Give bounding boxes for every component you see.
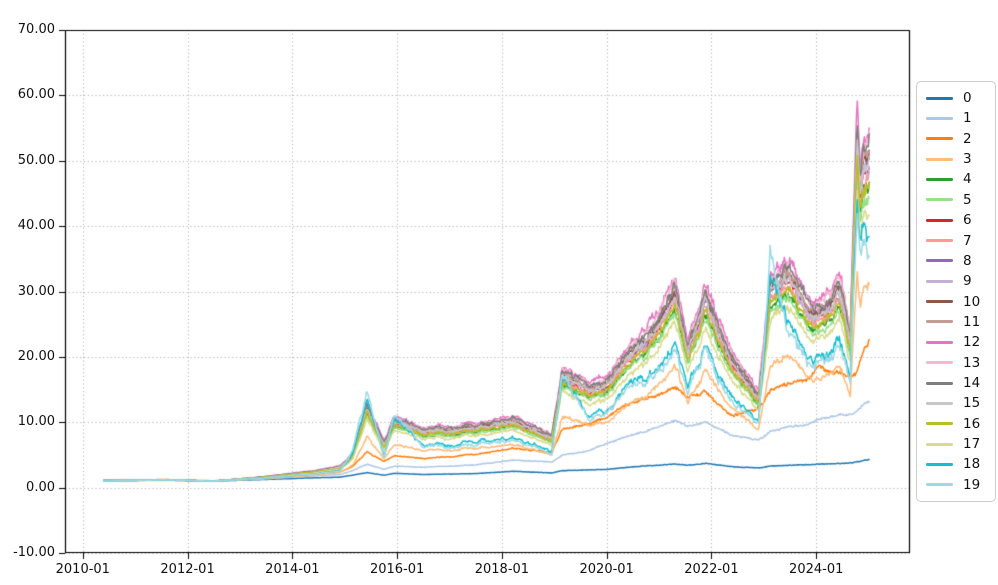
legend-item: 3 [926,150,989,168]
legend-item: 9 [926,272,989,290]
legend-item: 12 [926,333,989,351]
legend-item-label: 4 [963,171,972,188]
x-tick-label: 2020-01 [579,562,634,577]
legend-line-swatch [926,218,953,222]
legend-line-swatch [926,239,953,243]
x-tick-label: 2016-01 [369,562,425,577]
legend-item: 14 [926,374,989,392]
y-tick-label: 10.00 [17,414,55,430]
legend-item: 8 [926,252,989,270]
y-tick-label: 70.00 [17,22,55,37]
legend-item: 2 [926,130,989,148]
legend-line-swatch [926,422,953,426]
legend-line-swatch [926,442,953,446]
legend-item-label: 14 [963,375,981,392]
legend-line-swatch [926,177,953,181]
legend-line-swatch [926,320,953,324]
legend-item: 0 [926,89,989,107]
legend-line-swatch [926,137,953,141]
legend-line-swatch [926,381,953,385]
legend-item: 13 [926,354,989,372]
legend-item-label: 9 [963,273,972,290]
legend-item-label: 7 [963,232,972,249]
legend-item: 18 [926,455,989,473]
legend-line-swatch [926,300,953,304]
y-tick-label: -10.00 [13,545,55,560]
legend-item: 16 [926,415,989,433]
legend-item: 6 [926,211,989,229]
legend-line-swatch [926,462,953,466]
legend-line-swatch [926,483,953,487]
legend-item-label: 2 [963,130,972,147]
legend-item: 15 [926,394,989,412]
legend-item-label: 15 [963,395,981,412]
legend-item-label: 16 [963,415,981,432]
legend-item-label: 3 [963,151,972,168]
legend-item-label: 19 [963,476,981,493]
legend-line-swatch [926,340,953,344]
legend-item: 5 [926,191,989,209]
y-tick-label: 50.00 [17,152,55,168]
legend-item-label: 1 [963,110,972,127]
legend-item: 10 [926,293,989,311]
y-tick-label: 30.00 [17,283,55,299]
x-tick-label: 2022-01 [684,562,739,577]
x-tick-label: 2018-01 [474,562,530,577]
legend-item: 17 [926,435,989,453]
legend-item: 7 [926,232,989,250]
y-tick-label: 20.00 [17,348,55,364]
legend-item: 4 [926,170,989,188]
legend-item-label: 13 [963,354,981,371]
x-tick-label: 2014-01 [265,562,320,577]
y-tick-label: 60.00 [17,87,55,103]
legend-line-swatch [926,361,953,365]
legend-line-swatch [926,401,953,405]
legend-item: 19 [926,476,989,494]
legend-line-swatch [926,279,953,283]
legend-item-label: 8 [963,252,972,269]
legend-item-label: 17 [963,436,981,453]
y-tick-label: 40.00 [17,218,55,234]
legend-line-swatch [926,198,953,202]
legend-line-swatch [926,157,953,161]
legend-item-label: 5 [963,191,972,208]
legend-item-label: 0 [963,90,972,106]
legend-item-label: 18 [963,456,981,473]
legend: 0 1 2 3 4 5 6 7 8 9 10 11 12 13 14 15 16 17 18 19 [916,81,996,502]
x-tick-label: 2010-01 [55,562,110,577]
legend-item: 1 [926,109,989,127]
legend-item: 11 [926,313,989,331]
x-tick-label: 2024-01 [789,562,844,577]
legend-line-swatch [926,259,953,263]
legend-item-label: 12 [963,334,981,351]
legend-item-label: 10 [963,293,981,310]
legend-item-label: 11 [963,313,981,330]
legend-line-swatch [926,116,953,120]
legend-line-swatch [926,96,953,100]
y-tick-label: 0.00 [26,479,55,495]
x-tick-label: 2012-01 [160,562,215,577]
legend-item-label: 6 [963,212,972,229]
